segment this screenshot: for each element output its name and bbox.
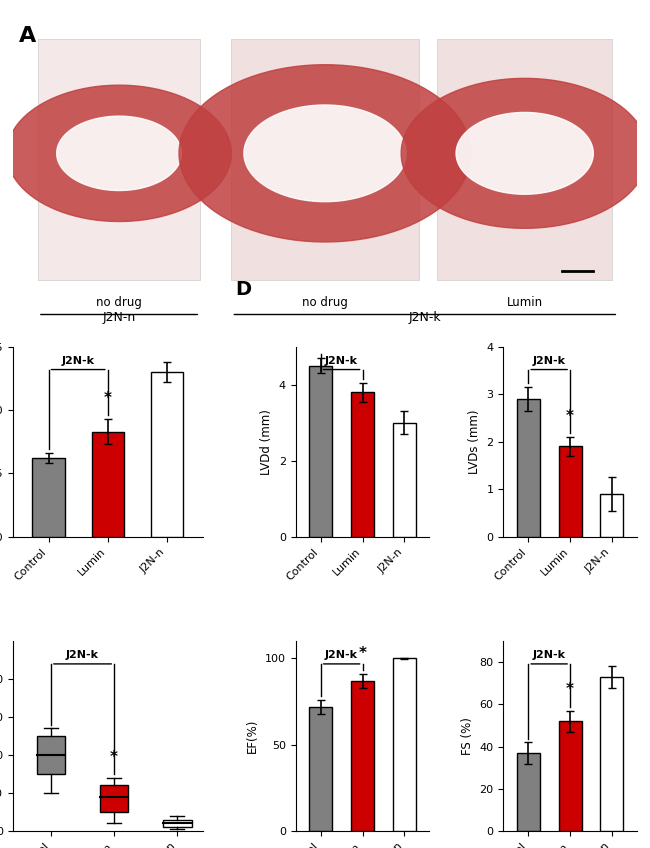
Y-axis label: EF(%): EF(%) (246, 719, 259, 753)
Text: *: * (566, 683, 574, 697)
Text: J2N-k: J2N-k (62, 356, 95, 365)
Text: J2N-k: J2N-k (325, 650, 358, 660)
Text: Lumin: Lumin (506, 296, 543, 309)
Bar (163, 820, 192, 828)
Text: J2N-n: J2N-n (103, 311, 136, 324)
Bar (32, 458, 65, 537)
Text: D: D (235, 281, 252, 299)
Bar (601, 494, 623, 537)
Text: no drug: no drug (302, 296, 348, 309)
Text: J2N-k: J2N-k (409, 311, 441, 324)
Text: A: A (20, 26, 36, 47)
Bar (36, 736, 65, 774)
Y-axis label: LVDd (mm): LVDd (mm) (260, 409, 273, 475)
Bar (517, 753, 540, 831)
Bar (517, 399, 540, 537)
Bar (558, 446, 582, 537)
Text: *: * (359, 645, 367, 661)
Bar (151, 372, 183, 537)
Bar (558, 722, 582, 831)
Text: J2N-k: J2N-k (532, 356, 566, 365)
Polygon shape (179, 64, 471, 242)
Text: J2N-k: J2N-k (66, 650, 99, 660)
Bar (393, 422, 416, 537)
Text: *: * (110, 750, 118, 765)
Text: J2N-k: J2N-k (532, 650, 566, 660)
Bar (92, 432, 124, 537)
Bar (309, 706, 332, 831)
Bar (393, 658, 416, 831)
Bar (100, 785, 129, 812)
Text: J2N-k: J2N-k (325, 356, 358, 365)
Text: *: * (566, 409, 574, 424)
Bar (309, 365, 332, 537)
Bar (351, 393, 374, 537)
Polygon shape (6, 85, 231, 221)
Text: *: * (104, 391, 112, 405)
Text: no drug: no drug (96, 296, 142, 309)
Polygon shape (401, 78, 648, 228)
FancyBboxPatch shape (231, 39, 419, 281)
Bar (601, 677, 623, 831)
FancyBboxPatch shape (38, 39, 200, 281)
Polygon shape (244, 105, 406, 202)
Polygon shape (456, 113, 593, 194)
Bar (351, 681, 374, 831)
Y-axis label: FS (%): FS (%) (461, 717, 474, 755)
FancyBboxPatch shape (437, 39, 612, 281)
Polygon shape (57, 116, 181, 191)
Y-axis label: LVDs (mm): LVDs (mm) (468, 410, 481, 474)
